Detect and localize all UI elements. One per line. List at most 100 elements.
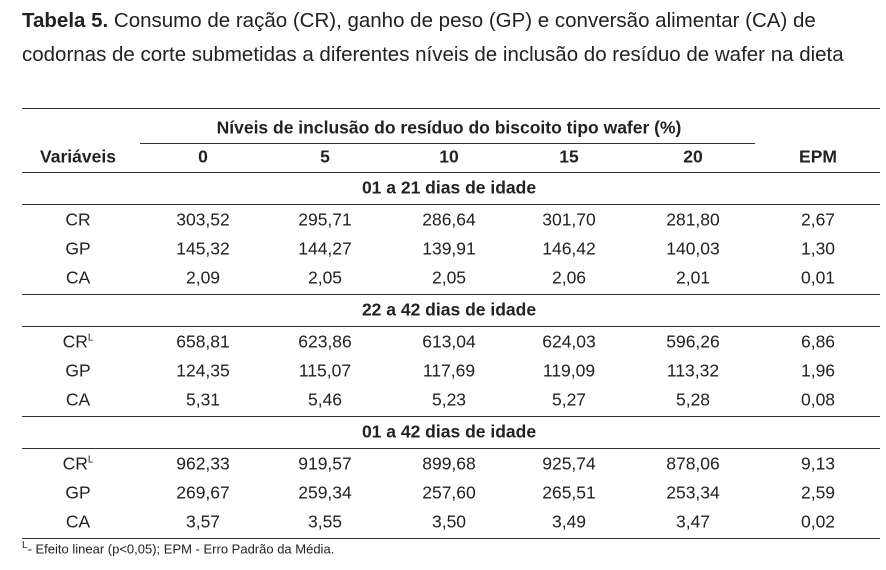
- row-label: GP: [65, 361, 90, 382]
- cell-value: 623,86: [298, 331, 352, 352]
- variable: CR: [62, 331, 88, 352]
- cell-value: 3,49: [551, 511, 587, 532]
- column-header: 0: [198, 146, 208, 167]
- cell-value: 5,28: [675, 389, 711, 410]
- rule: [22, 172, 880, 173]
- column-header: 5: [320, 146, 330, 167]
- cell-value: 1,30: [800, 238, 836, 259]
- cell-value: 878,06: [666, 453, 720, 474]
- cell-value: 6,86: [800, 331, 836, 352]
- cell-value: 2,59: [800, 482, 836, 503]
- row-label: CR: [65, 210, 90, 231]
- footnote-mark: L: [22, 540, 28, 551]
- cell-value: 962,33: [176, 453, 230, 474]
- rule: [140, 143, 755, 144]
- row-label: CRL: [63, 454, 94, 475]
- cell-value: 624,03: [542, 331, 596, 352]
- cell-value: 140,03: [666, 238, 720, 259]
- footnote: L- Efeito linear (p<0,05); EPM - Erro Pa…: [22, 540, 334, 556]
- rule: [22, 108, 880, 109]
- footnote-text: - Efeito linear (p<0,05); EPM - Erro Pad…: [27, 541, 335, 557]
- cell-value: 613,04: [422, 331, 476, 352]
- section-title: 01 a 42 dias de idade: [361, 421, 537, 442]
- variable: CA: [65, 267, 91, 288]
- rule: [22, 538, 880, 539]
- variable: GP: [65, 482, 91, 503]
- cell-value: 5,46: [307, 389, 343, 410]
- cell-value: 259,34: [298, 482, 352, 503]
- cell-value: 139,91: [422, 238, 476, 259]
- cell-value: 658,81: [176, 331, 230, 352]
- cell-value: 144,27: [298, 238, 352, 259]
- cell-value: 146,42: [542, 238, 596, 259]
- variable: CA: [65, 511, 91, 532]
- section-title: 01 a 21 dias de idade: [361, 177, 537, 198]
- row-label: CA: [66, 512, 90, 533]
- cell-value: 281,80: [666, 209, 720, 230]
- column-header: 15: [559, 146, 579, 167]
- cell-value: 0,01: [800, 267, 836, 288]
- cell-value: 303,52: [176, 209, 230, 230]
- column-header: Variáveis: [40, 146, 116, 167]
- cell-value: 2,05: [307, 267, 343, 288]
- cell-value: 253,34: [666, 482, 720, 503]
- cell-value: 301,70: [542, 209, 596, 230]
- row-label: CRL: [63, 332, 94, 353]
- row-label: GP: [65, 483, 90, 504]
- variable: CA: [65, 389, 91, 410]
- caption-label: Tabela 5.: [22, 9, 109, 32]
- column-header: 20: [683, 146, 703, 167]
- variable: CR: [65, 209, 91, 230]
- rule: [22, 448, 880, 449]
- cell-value: 899,68: [422, 453, 476, 474]
- row-label: CA: [66, 268, 90, 289]
- cell-value: 3,47: [675, 511, 711, 532]
- cell-value: 925,74: [542, 453, 596, 474]
- cell-value: 113,32: [666, 360, 720, 381]
- rule: [22, 416, 880, 417]
- cell-value: 596,26: [666, 331, 720, 352]
- cell-value: 3,55: [307, 511, 343, 532]
- cell-value: 115,07: [298, 360, 352, 381]
- section-title: 22 a 42 dias de idade: [361, 299, 537, 320]
- superscript: L: [87, 454, 94, 466]
- cell-value: 2,06: [551, 267, 587, 288]
- group-header: Níveis de inclusão do resíduo do biscoit…: [216, 117, 682, 138]
- rule: [22, 294, 880, 295]
- rule: [22, 326, 880, 327]
- cell-value: 5,23: [431, 389, 467, 410]
- cell-value: 286,64: [422, 209, 476, 230]
- variable: GP: [65, 238, 91, 259]
- cell-value: 0,02: [800, 511, 836, 532]
- cell-value: 2,05: [431, 267, 467, 288]
- cell-value: 117,69: [422, 360, 476, 381]
- cell-value: 269,67: [176, 482, 230, 503]
- cell-value: 2,09: [185, 267, 221, 288]
- column-header: 10: [439, 146, 459, 167]
- cell-value: 257,60: [422, 482, 476, 503]
- cell-value: 919,57: [298, 453, 352, 474]
- cell-value: 265,51: [542, 482, 596, 503]
- cell-value: 124,35: [176, 360, 230, 381]
- superscript: L: [87, 332, 94, 344]
- cell-value: 5,31: [185, 389, 221, 410]
- cell-value: 5,27: [551, 389, 587, 410]
- cell-value: 3,50: [431, 511, 467, 532]
- cell-value: 3,57: [185, 511, 221, 532]
- cell-value: 9,13: [800, 453, 836, 474]
- caption-text: Consumo de ração (CR), ganho de peso (GP…: [22, 9, 844, 66]
- caption: Tabela 5. Consumo de ração (CR), ganho d…: [22, 4, 878, 72]
- cell-value: 2,01: [675, 267, 711, 288]
- cell-value: 1,96: [800, 360, 836, 381]
- cell-value: 2,67: [800, 209, 836, 230]
- rule: [22, 204, 880, 205]
- cell-value: 295,71: [298, 209, 352, 230]
- cell-value: 145,32: [176, 238, 230, 259]
- row-label: CA: [66, 390, 90, 411]
- cell-value: 119,09: [542, 360, 596, 381]
- variable: CR: [62, 453, 88, 474]
- variable: GP: [65, 360, 91, 381]
- column-header: EPM: [799, 146, 837, 167]
- cell-value: 0,08: [800, 389, 836, 410]
